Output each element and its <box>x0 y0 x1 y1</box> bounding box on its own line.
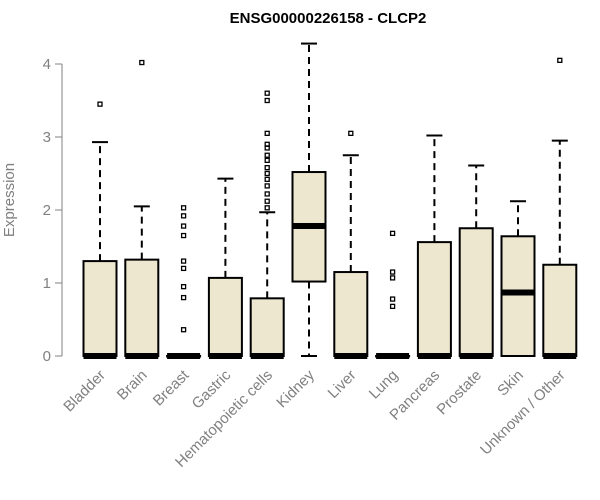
x-tick-label: Kidney <box>273 366 318 411</box>
x-tick-label: Prostate <box>433 367 485 419</box>
outlier-point <box>557 57 563 63</box>
chart-title: ENSG00000226158 - CLCP2 <box>230 10 427 27</box>
box-hematopoietic-cells <box>249 90 285 359</box>
box-body <box>124 258 160 358</box>
outlier-point <box>264 183 270 189</box>
box-body <box>249 297 285 357</box>
box-skin <box>500 200 536 357</box>
outlier-point <box>180 258 187 264</box>
outlier-point <box>97 101 103 107</box>
box-body <box>458 227 494 357</box>
y-axis: 0 1 2 3 4 <box>43 56 63 365</box>
box-lung <box>375 230 411 359</box>
outlier-point <box>389 296 396 302</box>
outlier-point <box>389 303 396 310</box>
x-tick-label: Brain <box>114 367 151 404</box>
outlier-point <box>389 275 396 281</box>
x-tick-label: Skin <box>494 367 527 400</box>
outlier-point <box>180 205 187 211</box>
x-tick-label: Bladder <box>60 367 109 416</box>
box-gastric <box>207 177 243 359</box>
outlier-point <box>389 230 396 237</box>
outlier-point <box>180 223 187 229</box>
y-tick-label: 2 <box>43 202 51 219</box>
outlier-point <box>264 165 270 171</box>
box-body <box>500 235 536 357</box>
outlier-point <box>264 90 270 96</box>
box-liver <box>333 130 369 359</box>
y-tick-label: 0 <box>43 348 51 365</box>
outlier-point <box>180 213 187 219</box>
outlier-point <box>264 130 270 137</box>
outlier-point <box>180 232 187 239</box>
box-body <box>416 241 452 357</box>
outlier-point <box>180 283 187 290</box>
outlier-point <box>264 191 270 197</box>
outlier-point <box>264 141 270 147</box>
plot-area <box>82 42 578 359</box>
outlier-point <box>180 327 187 333</box>
box-body <box>542 263 578 357</box>
x-tick-label: Liver <box>325 367 360 402</box>
box-body <box>82 260 118 358</box>
outlier-point <box>264 176 270 182</box>
outlier-point <box>264 170 270 177</box>
box-brain <box>124 59 160 359</box>
outlier-point <box>389 269 396 275</box>
outlier-point <box>180 265 187 272</box>
outlier-point <box>139 59 145 66</box>
box-bladder <box>82 101 118 359</box>
box-unknown-other <box>542 57 578 359</box>
y-tick-label: 1 <box>43 275 51 292</box>
y-axis-title: Expression <box>1 163 18 237</box>
box-prostate <box>458 164 494 359</box>
outlier-point <box>348 130 354 137</box>
box-pancreas <box>416 134 452 359</box>
outlier-point <box>264 157 270 164</box>
outlier-point <box>264 198 270 204</box>
outlier-point <box>264 97 270 104</box>
y-tick-label: 3 <box>43 129 51 146</box>
box-kidney <box>291 42 327 357</box>
box-breast <box>166 205 202 359</box>
outlier-point <box>264 152 270 158</box>
outlier-point <box>264 205 270 211</box>
outlier-point <box>180 294 187 301</box>
y-tick-label: 4 <box>43 56 51 73</box>
x-tick-label: Lung <box>366 367 402 403</box>
box-body <box>333 271 369 357</box>
x-tick-label: Breast <box>150 366 193 409</box>
box-body <box>207 276 243 358</box>
